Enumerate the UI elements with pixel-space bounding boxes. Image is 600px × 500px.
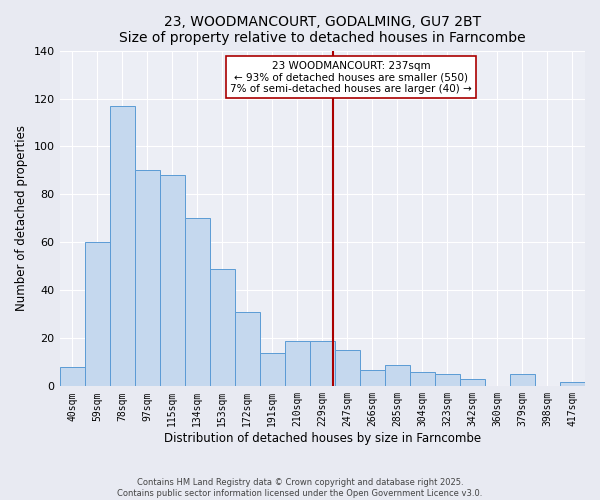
Bar xyxy=(435,374,460,386)
Bar xyxy=(385,364,410,386)
Bar xyxy=(185,218,209,386)
Bar xyxy=(360,370,385,386)
Bar xyxy=(285,341,310,386)
Text: 23 WOODMANCOURT: 237sqm
← 93% of detached houses are smaller (550)
7% of semi-de: 23 WOODMANCOURT: 237sqm ← 93% of detache… xyxy=(230,60,472,94)
Bar xyxy=(460,379,485,386)
Y-axis label: Number of detached properties: Number of detached properties xyxy=(15,126,28,312)
Bar xyxy=(134,170,160,386)
Bar xyxy=(260,353,285,386)
Bar xyxy=(85,242,110,386)
Bar xyxy=(310,341,335,386)
Title: 23, WOODMANCOURT, GODALMING, GU7 2BT
Size of property relative to detached house: 23, WOODMANCOURT, GODALMING, GU7 2BT Siz… xyxy=(119,15,526,45)
Bar xyxy=(335,350,360,386)
Text: Contains HM Land Registry data © Crown copyright and database right 2025.
Contai: Contains HM Land Registry data © Crown c… xyxy=(118,478,482,498)
Bar xyxy=(410,372,435,386)
Bar xyxy=(59,367,85,386)
Bar xyxy=(209,269,235,386)
Bar xyxy=(110,106,134,386)
Bar xyxy=(510,374,535,386)
Bar xyxy=(560,382,585,386)
Bar xyxy=(160,176,185,386)
X-axis label: Distribution of detached houses by size in Farncombe: Distribution of detached houses by size … xyxy=(164,432,481,445)
Bar xyxy=(235,312,260,386)
